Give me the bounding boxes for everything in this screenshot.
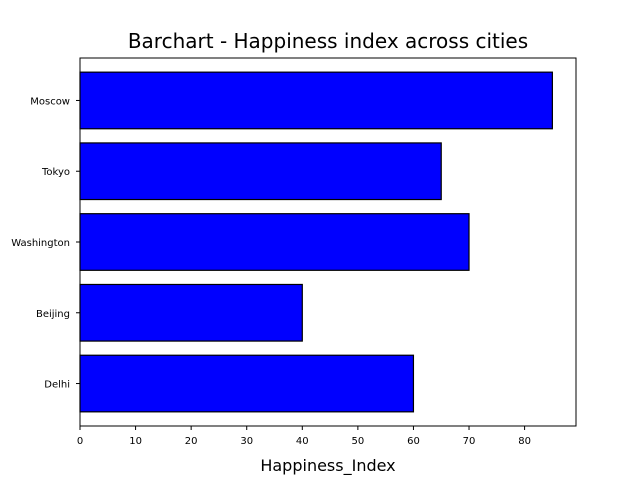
chart-title: Barchart - Happiness index across cities [128, 29, 528, 53]
x-tick-label: 30 [240, 436, 253, 447]
y-axis-ticks: Delhi Beijing Washington Tokyo Moscow [11, 96, 80, 391]
x-tick-label: 40 [296, 436, 309, 447]
bar-delhi [79, 354, 415, 413]
x-axis-label: Happiness_Index [260, 456, 395, 476]
bar-beijing [79, 283, 303, 342]
x-tick-label: 60 [407, 436, 420, 447]
x-tick-label: 70 [463, 436, 476, 447]
y-tick-label: Tokyo [41, 167, 70, 178]
bar-washington [79, 213, 470, 271]
bar-tokyo [79, 142, 442, 201]
x-tick-label: 10 [129, 436, 142, 447]
plot-frame [79, 57, 577, 427]
x-tick-label: 80 [518, 436, 531, 447]
y-tick-label: Moscow [30, 96, 70, 107]
y-tick-label: Beijing [36, 309, 70, 320]
bars-group [79, 71, 553, 413]
y-tick-label: Washington [11, 238, 70, 249]
y-tick-label: Delhi [44, 380, 70, 391]
x-tick-label: 20 [185, 436, 198, 447]
bar-moscow [79, 71, 553, 130]
x-tick-label: 50 [352, 436, 365, 447]
x-axis-ticks: 0 10 20 30 40 50 60 70 80 [77, 426, 531, 447]
x-tick-label: 0 [77, 436, 83, 447]
